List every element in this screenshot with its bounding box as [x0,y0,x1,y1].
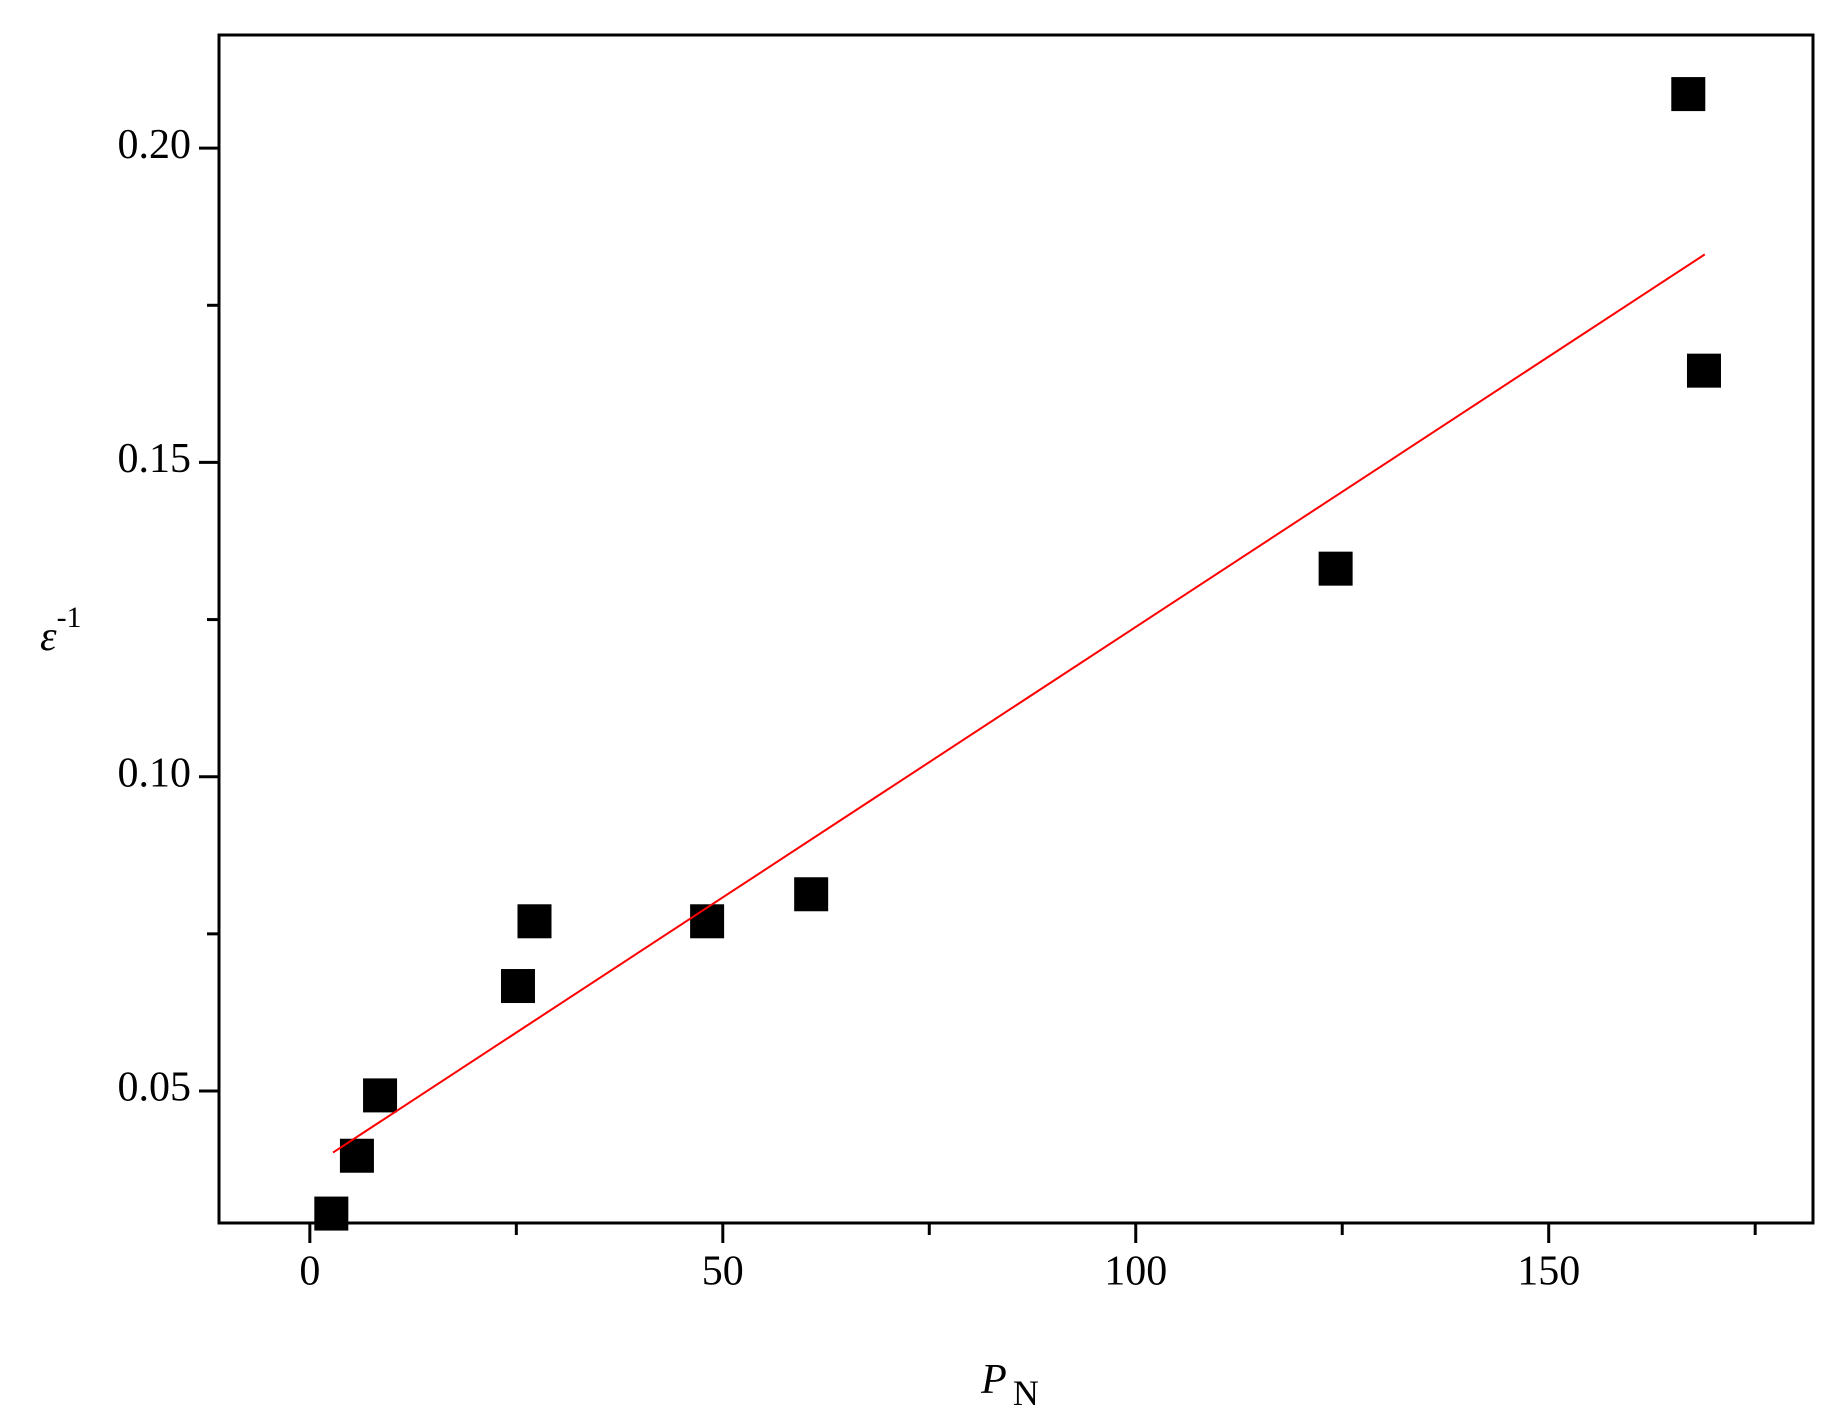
data-point [517,904,552,939]
y-tick-label: 0.20 [118,122,192,168]
data-point [690,904,725,939]
data-point [500,969,535,1004]
data-point [794,877,829,912]
y-axis-label-main: ε [40,614,57,660]
y-tick-label: 0.10 [118,750,192,796]
x-axis-label-main: P [980,1357,1007,1403]
x-tick-label: 100 [1104,1249,1167,1295]
x-tick-label: 50 [702,1249,744,1295]
data-point [1686,353,1721,388]
x-axis-label-sub: N [1013,1373,1039,1412]
data-point [1318,551,1353,586]
y-axis-label: ε-1 [40,601,82,660]
data-point [1671,77,1706,112]
fit-line [332,253,1706,1154]
y-tick-label: 0.05 [118,1065,192,1111]
x-tick-label: 150 [1517,1249,1580,1295]
plot-frame [217,33,1815,1225]
y-axis-label-sup: -1 [57,601,82,634]
x-tick-label: 0 [299,1249,320,1295]
y-tick-label: 0.15 [118,436,192,482]
data-point [314,1196,349,1231]
data-point [363,1078,398,1113]
